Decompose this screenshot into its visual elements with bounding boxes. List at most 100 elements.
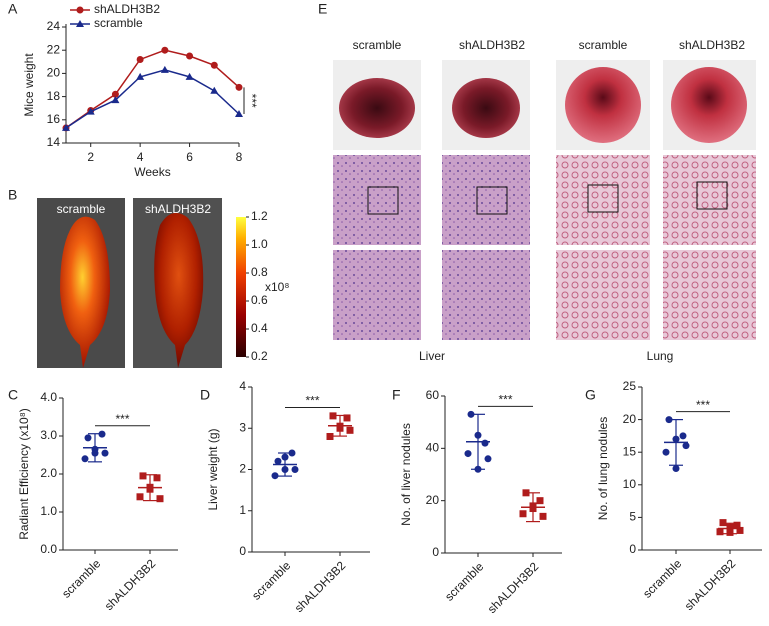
panel-letter: D bbox=[200, 387, 210, 403]
data-point bbox=[84, 434, 92, 442]
x-tick-label: shALDH3B2 bbox=[292, 558, 349, 615]
y-axis-label: Liver weight (g) bbox=[206, 428, 220, 510]
data-point bbox=[474, 431, 482, 439]
y-tick-label: 10 bbox=[623, 477, 637, 491]
data-point bbox=[726, 528, 734, 536]
data-point bbox=[98, 430, 106, 438]
tissue-label: Liver bbox=[419, 349, 445, 363]
legend-marker bbox=[76, 6, 84, 14]
x-tick-label: 2 bbox=[87, 150, 94, 164]
data-point bbox=[726, 523, 734, 531]
data-point bbox=[210, 86, 219, 94]
y-tick-label: 0 bbox=[432, 545, 439, 559]
data-point bbox=[161, 46, 169, 54]
mouse-image bbox=[60, 216, 110, 368]
y-tick-label: 15 bbox=[623, 444, 637, 458]
significance-label: *** bbox=[696, 398, 710, 412]
mouse-image bbox=[154, 212, 204, 368]
data-point bbox=[271, 472, 279, 480]
histology bbox=[556, 250, 650, 340]
colorbar-tick-label: 0.2 bbox=[251, 349, 268, 363]
data-line bbox=[65, 69, 240, 129]
panel-letter: C bbox=[8, 387, 18, 403]
histology bbox=[442, 155, 530, 245]
column-label: shALDH3B2 bbox=[679, 38, 745, 52]
data-point bbox=[679, 432, 687, 440]
data-point bbox=[474, 465, 482, 473]
histology bbox=[333, 155, 421, 245]
data-point bbox=[136, 493, 144, 501]
data-point bbox=[111, 96, 120, 104]
x-tick-label: shALDH3B2 bbox=[485, 559, 542, 616]
image-label: scramble bbox=[57, 202, 106, 216]
significance-label: *** bbox=[305, 394, 319, 408]
data-point bbox=[62, 123, 70, 131]
image-label: shALDH3B2 bbox=[145, 202, 211, 216]
data-point bbox=[733, 521, 741, 529]
y-tick-label: 18 bbox=[47, 89, 61, 103]
data-point bbox=[539, 512, 547, 520]
y-tick-label: 2.0 bbox=[40, 466, 57, 480]
zoom-box bbox=[367, 186, 399, 215]
significance-label: *** bbox=[498, 392, 512, 406]
panel-letter: A bbox=[8, 1, 18, 17]
data-point bbox=[529, 502, 537, 510]
y-tick-label: 4 bbox=[239, 379, 246, 393]
data-point bbox=[139, 472, 147, 480]
organ bbox=[565, 67, 641, 143]
data-point bbox=[136, 55, 144, 63]
data-point bbox=[288, 449, 296, 457]
data-point bbox=[519, 510, 527, 518]
histology bbox=[663, 250, 756, 340]
data-point bbox=[111, 90, 119, 98]
tissue-label: Lung bbox=[647, 349, 674, 363]
data-point bbox=[186, 52, 194, 60]
x-tick-label: shALDH3B2 bbox=[682, 556, 739, 613]
y-tick-label: 22 bbox=[47, 42, 61, 56]
data-point bbox=[160, 65, 169, 73]
y-tick-label: 4.0 bbox=[40, 390, 57, 404]
organ bbox=[339, 78, 415, 138]
data-point bbox=[136, 72, 145, 80]
data-point bbox=[336, 422, 344, 430]
x-tick-label: 6 bbox=[186, 150, 193, 164]
organ bbox=[452, 78, 520, 138]
zoom-box bbox=[587, 184, 619, 213]
y-tick-label: 0 bbox=[629, 542, 636, 556]
data-point bbox=[274, 457, 282, 465]
colorbar-tick-label: 0.8 bbox=[251, 265, 268, 279]
x-tick-label: shALDH3B2 bbox=[102, 556, 159, 613]
panel-letter: B bbox=[8, 187, 17, 203]
colorbar-tick-label: 0.6 bbox=[251, 293, 268, 307]
data-point bbox=[101, 449, 109, 457]
y-tick-label: 14 bbox=[47, 135, 61, 149]
y-tick-label: 0 bbox=[239, 544, 246, 558]
data-point bbox=[672, 465, 680, 472]
data-point bbox=[235, 83, 243, 91]
data-point bbox=[210, 61, 218, 69]
data-point bbox=[665, 416, 673, 424]
data-point bbox=[291, 466, 299, 473]
y-tick-label: 2 bbox=[239, 462, 246, 476]
panel-letter: F bbox=[392, 387, 401, 403]
colorbar-tick-label: 0.4 bbox=[251, 321, 268, 335]
y-tick-label: 5 bbox=[629, 510, 636, 524]
histology bbox=[442, 250, 530, 340]
legend-label: shALDH3B2 bbox=[94, 2, 160, 16]
data-point bbox=[662, 448, 670, 456]
y-tick-label: 40 bbox=[426, 441, 440, 455]
x-tick-label: scramble bbox=[249, 558, 294, 603]
data-point bbox=[281, 466, 289, 473]
data-point bbox=[464, 450, 472, 458]
y-axis-label: No. of liver nodules bbox=[399, 423, 413, 526]
data-point bbox=[235, 110, 243, 117]
data-point bbox=[522, 489, 530, 497]
data-point bbox=[329, 412, 337, 420]
data-point bbox=[719, 519, 727, 527]
y-tick-label: 3.0 bbox=[40, 428, 57, 442]
y-tick-label: 1 bbox=[239, 503, 246, 517]
panels: B scramble shALDH3B2 x10⁸ E scramble shA… bbox=[8, 1, 762, 616]
significance-label: *** bbox=[245, 94, 259, 108]
organ bbox=[671, 67, 747, 143]
